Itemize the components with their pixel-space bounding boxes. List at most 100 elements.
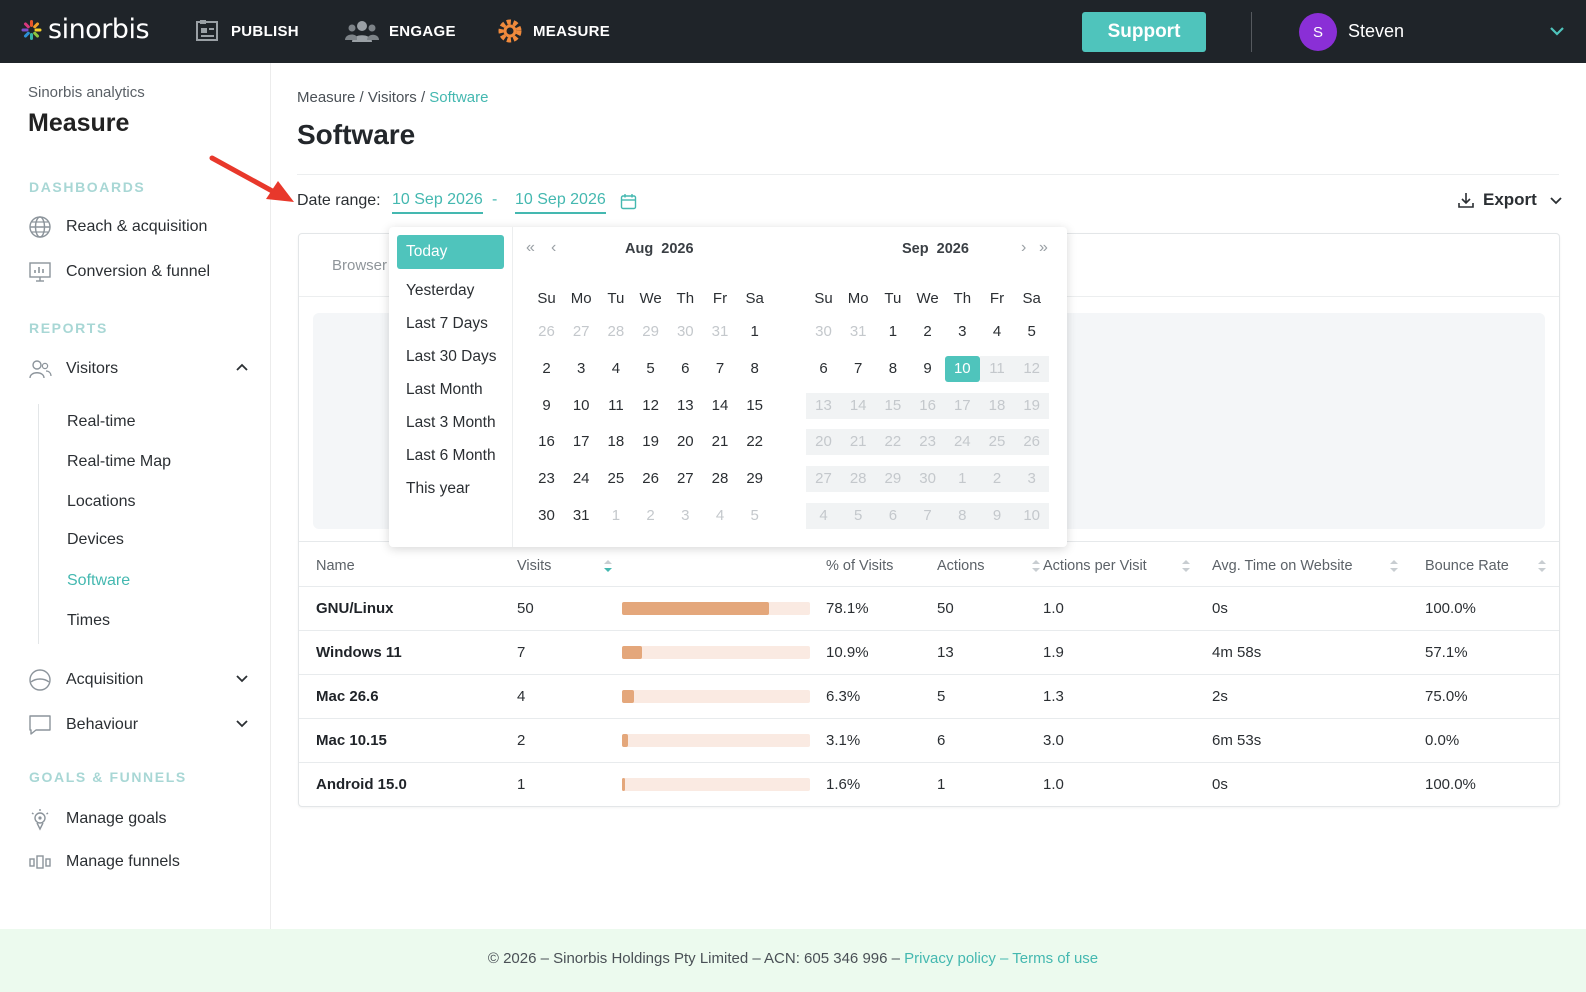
calendar-day[interactable]: 27 xyxy=(676,470,694,488)
calendar-day[interactable]: 1 xyxy=(750,323,759,340)
username[interactable]: Steven xyxy=(1348,21,1405,41)
visits-share-bar xyxy=(622,778,810,791)
preset-today[interactable]: Today xyxy=(397,235,504,269)
calendar-day[interactable]: 5 xyxy=(1027,323,1036,340)
col-header-name[interactable]: Name xyxy=(316,558,355,574)
next-month-icon[interactable]: › xyxy=(1021,239,1027,256)
preset-last-3-month[interactable]: Last 3 Month xyxy=(406,414,496,431)
calendar-day[interactable]: 28 xyxy=(711,470,729,488)
calendar-day[interactable]: 17 xyxy=(572,433,590,451)
col-header-avg-time[interactable]: Avg. Time on Website xyxy=(1212,558,1399,574)
preset-last-month[interactable]: Last Month xyxy=(406,381,483,398)
breadcrumb-measure[interactable]: Measure xyxy=(297,89,356,106)
calendar-day[interactable]: 9 xyxy=(923,359,932,377)
sidebar-item-conversion-funnel[interactable]: Conversion & funnel xyxy=(28,260,250,284)
calendar-day[interactable]: 12 xyxy=(642,396,659,414)
sidebar-sub-locations[interactable]: Locations xyxy=(67,493,136,510)
calendar-day[interactable]: 20 xyxy=(676,433,694,451)
calendar-day[interactable]: 3 xyxy=(577,359,586,377)
prev-year-icon[interactable]: « xyxy=(526,239,535,256)
privacy-policy-link[interactable]: Privacy policy xyxy=(904,950,996,967)
calendar-day[interactable]: 16 xyxy=(538,433,555,451)
calendar-day[interactable]: 4 xyxy=(611,359,621,377)
calendar-day[interactable]: 11 xyxy=(608,396,624,414)
calendar-day[interactable]: 22 xyxy=(746,433,764,451)
sidebar-item-behaviour[interactable]: Behaviour xyxy=(28,713,250,737)
preset-yesterday[interactable]: Yesterday xyxy=(406,282,475,299)
chevron-up-icon[interactable] xyxy=(234,359,250,375)
calendar-day[interactable]: 26 xyxy=(642,470,659,488)
chevron-down-icon[interactable] xyxy=(234,670,250,686)
table-row[interactable]: Mac 10.15 2 3.1% 6 3.0 6m 53s 0.0% xyxy=(299,718,1559,762)
calendar-day[interactable]: 14 xyxy=(711,396,729,414)
sinorbis-logo[interactable]: sinorbis xyxy=(20,14,150,45)
calendar-day[interactable]: 19 xyxy=(642,433,659,451)
chevron-down-icon[interactable] xyxy=(1548,22,1566,40)
calendar-day[interactable]: 6 xyxy=(819,359,828,377)
tab-browser[interactable]: Browser xyxy=(332,257,388,274)
calendar-day[interactable]: 7 xyxy=(715,359,725,377)
table-row[interactable]: Mac 26.6 4 6.3% 5 1.3 2s 75.0% xyxy=(299,674,1559,718)
avatar[interactable]: S xyxy=(1299,13,1337,51)
calendar-day-selected[interactable]: 10 xyxy=(944,355,980,382)
calendar-day[interactable]: 21 xyxy=(711,433,729,451)
col-header-actions[interactable]: Actions xyxy=(937,558,1041,574)
calendar-day[interactable]: 29 xyxy=(746,470,764,488)
calendar-day[interactable]: 2 xyxy=(542,359,551,377)
calendar-day[interactable]: 6 xyxy=(681,359,690,377)
date-from-field[interactable]: 10 Sep 2026 xyxy=(392,191,483,214)
col-header-bounce-rate[interactable]: Bounce Rate xyxy=(1425,558,1547,574)
prev-month-icon[interactable]: ‹ xyxy=(551,239,557,256)
sidebar-item-manage-goals[interactable]: Manage goals xyxy=(28,807,250,831)
preset-last-6-month[interactable]: Last 6 Month xyxy=(406,447,496,464)
cell-actions: 1 xyxy=(937,776,946,793)
calendar-day[interactable]: 4 xyxy=(992,323,1002,340)
table-row[interactable]: Android 15.0 1 1.6% 1 1.0 0s 100.0% xyxy=(299,762,1559,806)
sidebar-sub-realtime[interactable]: Real-time xyxy=(67,413,136,430)
sidebar-item-manage-funnels[interactable]: Manage funnels xyxy=(28,850,250,874)
calendar-day[interactable]: 25 xyxy=(607,470,625,488)
table-row[interactable]: Windows 11 7 10.9% 13 1.9 4m 58s 57.1% xyxy=(299,630,1559,674)
nav-engage[interactable]: ENGAGE xyxy=(345,18,456,44)
sidebar-item-reach-acquisition[interactable]: Reach & acquisition xyxy=(28,215,250,239)
nav-publish[interactable]: PUBLISH xyxy=(195,18,299,44)
calendar-day[interactable]: 7 xyxy=(854,359,863,377)
calendar-day[interactable]: 31 xyxy=(572,507,590,524)
calendar-day[interactable]: 10 xyxy=(572,396,590,414)
calendar-day[interactable]: 1 xyxy=(888,323,898,340)
date-to-field[interactable]: 10 Sep 2026 xyxy=(515,191,606,214)
calendar-icon[interactable] xyxy=(620,193,637,210)
calendar-day[interactable]: 9 xyxy=(542,396,551,414)
preset-this-year[interactable]: This year xyxy=(406,480,470,497)
export-button[interactable]: Export xyxy=(1457,190,1563,210)
sidebar-item-acquisition[interactable]: Acquisition xyxy=(28,668,250,692)
calendar-day[interactable]: 24 xyxy=(572,470,590,488)
nav-measure[interactable]: MEASURE xyxy=(497,18,610,44)
support-button[interactable]: Support xyxy=(1082,12,1206,52)
calendar-day[interactable]: 15 xyxy=(746,396,764,414)
col-header-actions-per-visit[interactable]: Actions per Visit xyxy=(1043,558,1191,574)
calendar-day[interactable]: 5 xyxy=(646,359,655,377)
chevron-down-icon[interactable] xyxy=(234,715,250,731)
sidebar-sub-devices[interactable]: Devices xyxy=(67,531,124,548)
col-header-visits[interactable]: Visits xyxy=(517,558,613,574)
terms-of-use-link[interactable]: Terms of use xyxy=(1012,950,1099,967)
table-row[interactable]: GNU/Linux 50 78.1% 50 1.0 0s 100.0% xyxy=(299,586,1559,630)
calendar-day[interactable]: 8 xyxy=(888,359,898,377)
sidebar-item-visitors[interactable]: Visitors xyxy=(28,357,250,381)
breadcrumb-visitors[interactable]: Visitors xyxy=(367,89,417,106)
calendar-day[interactable]: 8 xyxy=(750,359,759,377)
preset-last-30-days[interactable]: Last 30 Days xyxy=(406,348,497,365)
sidebar-sub-software[interactable]: Software xyxy=(67,572,131,589)
calendar-day[interactable]: 18 xyxy=(607,433,625,451)
calendar-day[interactable]: 13 xyxy=(676,396,694,414)
calendar-day[interactable]: 3 xyxy=(958,323,967,340)
calendar-day[interactable]: 30 xyxy=(538,507,555,524)
page-title: Software xyxy=(297,119,416,150)
sidebar-sub-times[interactable]: Times xyxy=(67,612,110,629)
preset-last-7-days[interactable]: Last 7 Days xyxy=(406,315,488,332)
calendar-day[interactable]: 23 xyxy=(538,470,555,488)
next-year-icon[interactable]: » xyxy=(1039,239,1048,256)
sidebar-sub-realtime-map[interactable]: Real-time Map xyxy=(67,453,172,470)
calendar-day[interactable]: 2 xyxy=(923,323,932,340)
